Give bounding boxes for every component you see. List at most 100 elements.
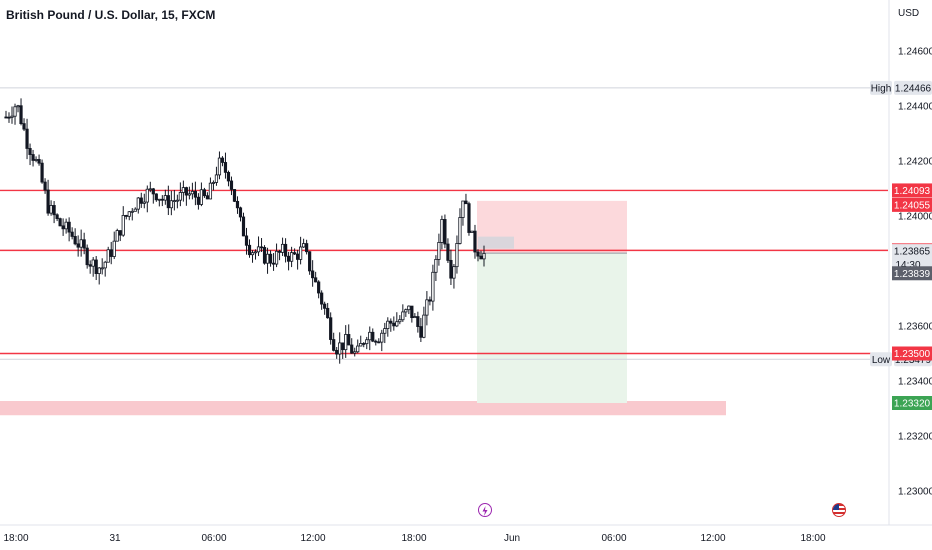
candle-body-109 (332, 339, 336, 351)
candle-body-127 (386, 320, 390, 329)
candle-body-83 (253, 251, 258, 254)
position-target-zone (477, 253, 627, 403)
candle-body-3 (13, 106, 17, 117)
candle-body-116 (353, 351, 357, 354)
candle-body-64 (196, 196, 201, 205)
candle-body-142 (431, 271, 435, 302)
candle-body-61 (187, 193, 191, 196)
candle-body-117 (356, 345, 360, 353)
demand-zone (0, 401, 726, 416)
candle-body-106 (323, 303, 327, 309)
candle-body-79 (241, 216, 246, 237)
x-tick-label-6: 06:00 (601, 533, 626, 544)
flag-canton (833, 504, 839, 510)
candle-body-98 (299, 246, 303, 260)
candle-body-124 (377, 341, 381, 344)
x-tick-label-1: 31 (109, 533, 121, 544)
candle-body-36 (112, 240, 116, 257)
price-badge-1: 1.24055 (894, 200, 931, 211)
candle-body-37 (115, 230, 119, 242)
flash-event-icon[interactable] (478, 503, 492, 517)
candle-body-13 (43, 181, 47, 191)
x-tick-label-2: 06:00 (201, 533, 226, 544)
y-tick-label-3: 1.24000 (898, 212, 932, 223)
candle-body-12 (40, 162, 44, 183)
candle-body-71 (217, 157, 222, 176)
candle-body-47 (145, 188, 149, 203)
position-entry-box (478, 236, 514, 249)
candle-body-69 (211, 182, 216, 184)
candle-body-129 (392, 322, 396, 327)
candle-body-139 (422, 314, 426, 338)
y-tick-label-1: 1.24400 (898, 102, 932, 113)
candle-body-43 (133, 208, 137, 212)
candle-body-140 (425, 299, 429, 316)
candle-body-144 (437, 242, 441, 260)
candle-body-20 (64, 221, 68, 230)
candle-body-84 (256, 246, 261, 253)
candle-body-52 (160, 198, 164, 201)
candle-body-11 (37, 159, 41, 164)
candle-body-100 (305, 243, 309, 253)
candle-body-138 (419, 326, 423, 338)
candle-body-126 (383, 328, 387, 334)
high-value-label: 1.24466 (895, 83, 932, 94)
candle-body-107 (326, 307, 330, 319)
candle-body-130 (395, 321, 399, 327)
candle-body-102 (311, 270, 315, 279)
x-tick-label-5: Jun (504, 533, 520, 544)
price-badge-0: 1.24093 (894, 186, 931, 197)
y-tick-label-2: 1.24200 (898, 157, 932, 168)
high-value-label-bg (894, 80, 932, 95)
candle-body-66 (202, 189, 207, 197)
candle-body-133 (404, 309, 408, 313)
candle-body-155 (470, 230, 474, 233)
high-tag-label: High (871, 83, 892, 94)
candle-body-87 (265, 253, 270, 264)
candle-body-93 (283, 243, 288, 257)
candle-body-101 (308, 251, 312, 272)
candle-body-115 (350, 344, 354, 354)
candle-body-5 (19, 105, 23, 125)
y-tick-label-0: 1.24600 (898, 47, 932, 58)
price-badge-bg-5 (892, 346, 932, 361)
candle-body-103 (314, 277, 318, 283)
candle-body-41 (127, 211, 131, 217)
candle-body-58 (178, 192, 182, 201)
candle-body-17 (55, 214, 59, 220)
candle-body-110 (335, 349, 339, 355)
candle-body-46 (142, 201, 146, 204)
candle-body-49 (151, 188, 155, 195)
candle-body-10 (34, 159, 38, 161)
us-flag-event-icon[interactable] (832, 503, 846, 517)
candle-body-23 (73, 236, 77, 245)
candle-body-60 (184, 187, 188, 196)
x-tick-label-4: 18:00 (401, 533, 426, 544)
candle-body-7 (25, 128, 29, 149)
candle-body-111 (338, 342, 342, 355)
price-badge-3: 1.23865 (894, 247, 931, 258)
y-tick-label-5: 1.23400 (898, 377, 932, 388)
candle-body-147 (446, 243, 450, 261)
price-badge-bg-0 (892, 183, 932, 198)
candle-body-78 (238, 207, 243, 218)
candle-body-82 (250, 252, 255, 256)
candle-body-33 (103, 261, 107, 269)
candle-body-9 (31, 154, 35, 161)
candle-body-55 (169, 200, 173, 209)
candle-body-62 (190, 190, 194, 195)
candle-body-6 (22, 123, 26, 130)
x-tick-label-8: 18:00 (800, 533, 825, 544)
candle-body-40 (124, 215, 128, 217)
candle-body-89 (271, 262, 276, 265)
candle-body-73 (223, 162, 228, 173)
candle-body-141 (428, 299, 432, 302)
candle-body-120 (365, 339, 369, 345)
candle-body-72 (220, 157, 225, 163)
candle-body-1 (7, 116, 11, 119)
candle-body-14 (46, 189, 50, 214)
candle-body-137 (416, 316, 420, 327)
candle-body-81 (247, 244, 252, 256)
candle-body-152 (461, 200, 465, 218)
